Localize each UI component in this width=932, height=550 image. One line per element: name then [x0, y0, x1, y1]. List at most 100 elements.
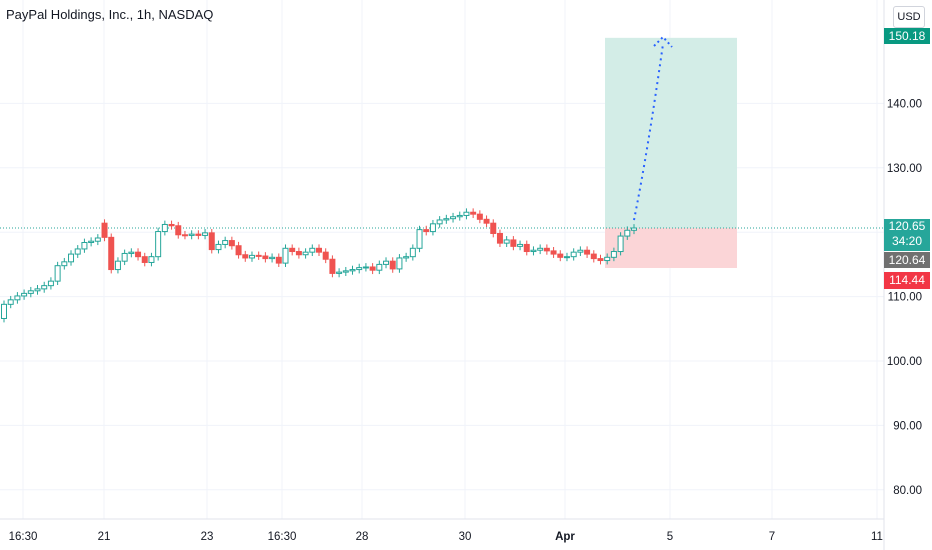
- candle-body: [369, 266, 376, 271]
- candle-body: [1, 303, 7, 319]
- candle-body: [41, 285, 48, 290]
- candle-body: [463, 211, 470, 216]
- candle-body: [141, 256, 148, 263]
- candle-body: [624, 229, 631, 237]
- candle-body: [503, 239, 510, 244]
- candle-body: [228, 240, 235, 247]
- candle-body: [235, 245, 242, 256]
- y-tick-label: 130.00: [887, 163, 922, 175]
- y-tick-label: 110.00: [888, 292, 922, 304]
- candle-body: [309, 247, 316, 253]
- x-tick-label: 16:30: [9, 531, 38, 543]
- candle-body: [81, 242, 88, 250]
- candle-body: [517, 243, 524, 247]
- candle-body: [135, 251, 142, 258]
- currency-button[interactable]: USD: [893, 6, 925, 28]
- candle-body: [597, 258, 604, 262]
- candle-body: [383, 260, 390, 265]
- candle-body: [7, 299, 14, 305]
- candle-body: [476, 213, 483, 220]
- candle-body: [68, 253, 75, 263]
- candle-body: [496, 232, 503, 244]
- candle-body: [21, 292, 28, 297]
- candle-body: [510, 239, 517, 247]
- candle-body: [523, 243, 530, 253]
- x-tick-label: 16:30: [268, 531, 297, 543]
- candle-body: [389, 260, 396, 270]
- candle-body: [550, 250, 557, 255]
- arrow-head-icon: [653, 35, 673, 48]
- stop-price-label: 114.44: [884, 272, 930, 289]
- candle-body: [248, 254, 255, 259]
- candle-body: [262, 255, 269, 260]
- candle-body: [530, 249, 537, 253]
- candle-body: [349, 269, 356, 272]
- candle-body: [108, 236, 115, 271]
- y-tick-label: 140.00: [887, 98, 922, 110]
- y-tick-label: 90.00: [893, 420, 922, 432]
- candle-body: [181, 234, 188, 237]
- candle-body: [429, 223, 436, 233]
- candle-body: [202, 232, 209, 236]
- candle-body: [168, 223, 175, 227]
- candle-body: [282, 247, 289, 264]
- candle-body: [295, 251, 302, 256]
- candle-body: [161, 223, 168, 233]
- candle-body: [543, 247, 550, 252]
- y-tick-label: 100.00: [887, 356, 922, 368]
- candle-body: [54, 265, 61, 282]
- y-tick-label: 80.00: [893, 485, 922, 497]
- candle-body: [34, 288, 41, 292]
- candle-body: [403, 256, 410, 259]
- candle-body: [336, 271, 343, 274]
- candle-body: [342, 270, 349, 273]
- candle-body: [470, 211, 477, 215]
- candle-body: [396, 257, 403, 270]
- x-tick-label: 5: [667, 531, 673, 543]
- x-tick-label: 23: [201, 531, 214, 543]
- candle-body: [47, 280, 54, 287]
- candle-body: [456, 214, 463, 218]
- x-tick-label: Apr: [555, 531, 575, 543]
- candle-body: [590, 253, 597, 260]
- candle-body: [242, 254, 249, 259]
- candle-body: [610, 251, 617, 258]
- candle-body: [416, 229, 423, 249]
- candle-body: [155, 231, 162, 258]
- candle-body: [269, 256, 276, 260]
- candle-body: [436, 219, 443, 225]
- target-price-label: 150.18: [884, 28, 930, 44]
- candle-body: [188, 233, 195, 236]
- x-tick-label: 28: [356, 531, 369, 543]
- candle-body: [195, 233, 202, 236]
- candle-body: [443, 218, 450, 221]
- candle-body: [362, 266, 369, 269]
- x-tick-label: 7: [769, 531, 775, 543]
- bar-countdown: 34:20: [891, 234, 923, 248]
- candle-body: [94, 237, 101, 242]
- candle-body: [483, 218, 490, 224]
- candle-body: [563, 256, 570, 259]
- candle-body: [121, 252, 128, 262]
- candle-body: [215, 243, 222, 251]
- x-tick-label: 30: [459, 531, 472, 543]
- profit-zone: [605, 37, 737, 229]
- candle-body: [27, 290, 34, 294]
- candle-body: [14, 295, 21, 301]
- candle-body: [409, 247, 416, 258]
- candle-body: [61, 261, 68, 267]
- candle-body: [128, 251, 135, 254]
- candle-body: [208, 232, 215, 251]
- candle-body: [302, 251, 309, 256]
- candle-body: [490, 222, 497, 234]
- candle-body: [175, 225, 182, 236]
- candle-body: [114, 260, 121, 271]
- candle-body: [631, 227, 637, 231]
- candle-body: [356, 267, 363, 271]
- candle-body: [255, 254, 262, 257]
- candle-body: [289, 247, 296, 253]
- previous-close-label: 120.64: [884, 252, 930, 268]
- last-price-value: 120.65: [888, 219, 926, 233]
- candle-body: [557, 253, 564, 258]
